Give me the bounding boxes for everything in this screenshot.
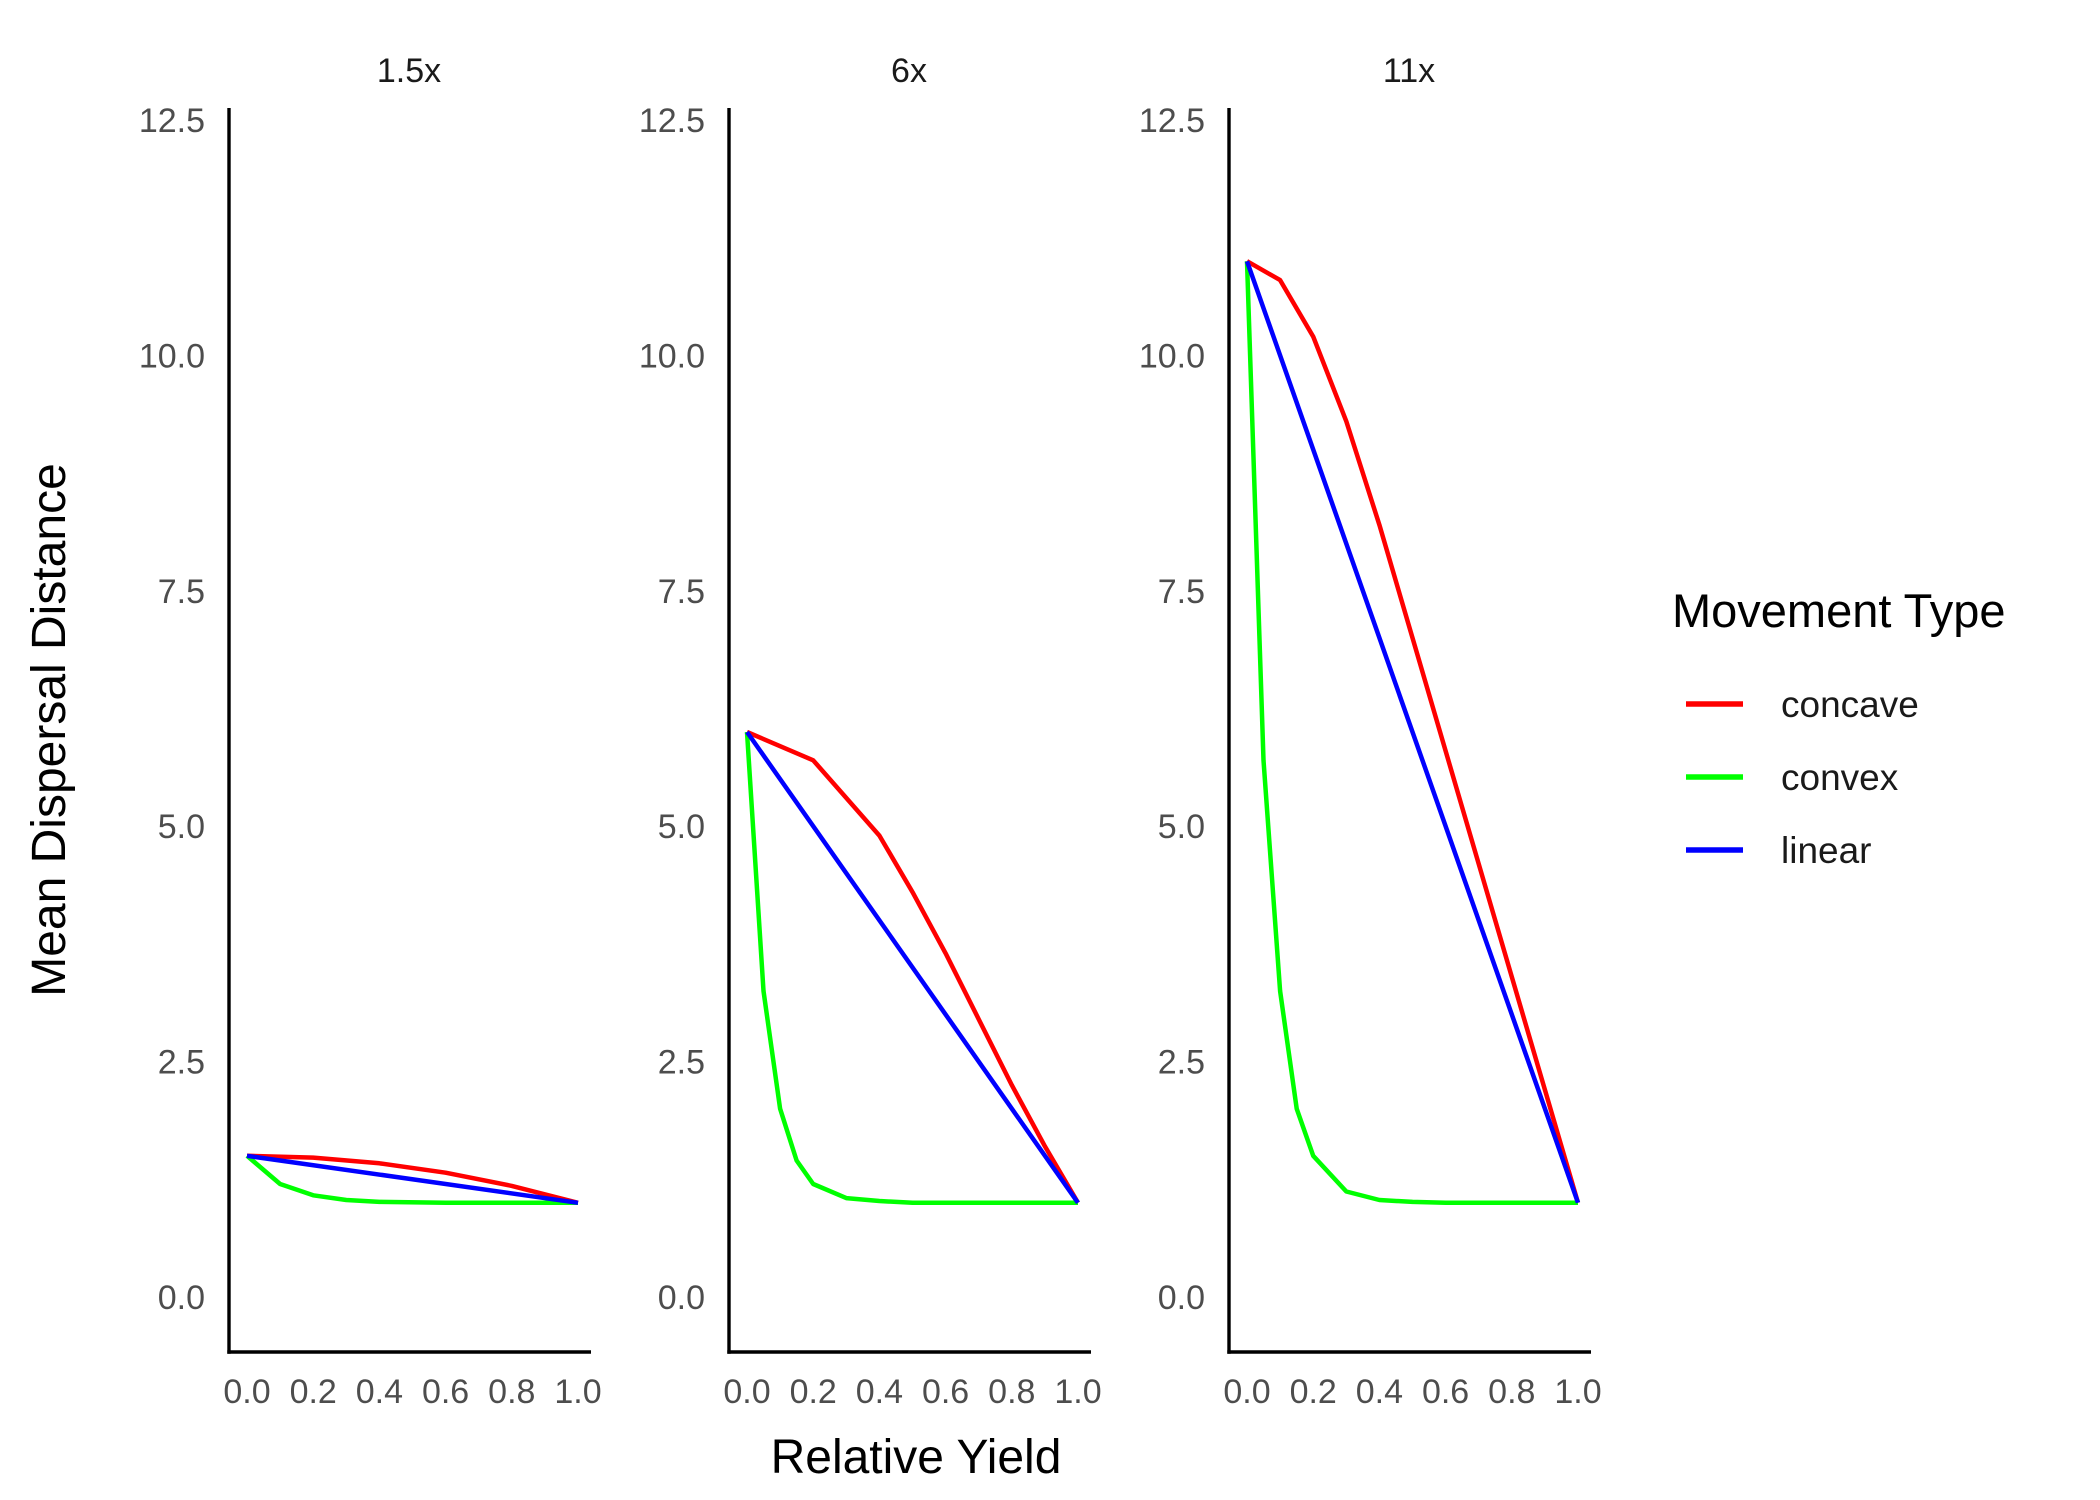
- x-tick-label: 0.6: [422, 1373, 469, 1411]
- x-tick-label: 0.2: [290, 1373, 337, 1411]
- y-tick-label: 0.0: [158, 1279, 205, 1317]
- y-tick-label: 0.0: [658, 1279, 705, 1317]
- series-line-linear: [246, 1153, 579, 1206]
- y-tick-label: 10.0: [639, 337, 705, 375]
- x-tick-label: 1.0: [1554, 1373, 1601, 1411]
- y-tick-label: 7.5: [1158, 573, 1205, 611]
- x-tick-label: 0.4: [1356, 1373, 1403, 1411]
- legend-label: convex: [1781, 757, 1899, 798]
- x-tick-label: 0.2: [790, 1373, 837, 1411]
- x-tick-label: 1.0: [1054, 1373, 1101, 1411]
- facet-title: 11x: [1383, 52, 1435, 90]
- series-line-convex: [1244, 261, 1578, 1206]
- legend-items: concave convex linear: [1686, 684, 1919, 871]
- y-tick-label: 5.0: [1158, 808, 1205, 846]
- facet-title: 6x: [891, 52, 927, 90]
- series-line-concave: [1245, 259, 1581, 1204]
- x-tick-label: 0.2: [1290, 1373, 1337, 1411]
- y-tick-label: 2.5: [1158, 1044, 1205, 1082]
- x-tick-label: 0.0: [723, 1373, 770, 1411]
- y-tick-label: 7.5: [158, 573, 205, 611]
- x-tick-label: 0.6: [1422, 1373, 1469, 1411]
- x-tick-label: 0.4: [856, 1373, 903, 1411]
- series-line-concave: [746, 729, 1080, 1204]
- legend: Movement Type concave convex linear: [1672, 584, 2006, 871]
- facet-panel: 11x 0.0 2.5 5.0 7.5 10.0 12.5 0.0 0.2 0.4 0.6 0.8 1.…: [1139, 52, 1602, 1411]
- legend-item: convex: [1686, 757, 1899, 798]
- y-tick-label: 2.5: [658, 1044, 705, 1082]
- y-tick-label: 12.5: [139, 102, 205, 140]
- series-line-concave: [246, 1153, 579, 1205]
- series-line-linear: [745, 730, 1080, 1205]
- facet-panel: 1.5x 0.0 2.5 5.0 7.5 10.0 12.5 0.0 0.2 0.4 0.6 0.8 1…: [139, 52, 602, 1411]
- x-tick-label: 0.8: [988, 1373, 1035, 1411]
- legend-item: linear: [1686, 830, 1872, 871]
- legend-label: concave: [1781, 684, 1919, 725]
- legend-title: Movement Type: [1672, 584, 2006, 637]
- y-tick-label: 5.0: [158, 808, 205, 846]
- x-tick-label: 1.0: [554, 1373, 601, 1411]
- x-tick-label: 0.6: [922, 1373, 969, 1411]
- x-axis-title: Relative Yield: [771, 1431, 1062, 1484]
- legend-item: concave: [1686, 684, 1919, 725]
- x-tick-label: 0.0: [223, 1373, 270, 1411]
- y-tick-label: 2.5: [158, 1044, 205, 1082]
- facet-title: 1.5x: [377, 52, 441, 90]
- x-tick-label: 0.8: [1488, 1373, 1535, 1411]
- y-tick-label: 0.0: [1158, 1279, 1205, 1317]
- series-line-convex: [245, 1154, 578, 1206]
- x-tick-label: 0.8: [488, 1373, 535, 1411]
- legend-label: linear: [1781, 830, 1872, 871]
- series-line-linear: [1244, 260, 1581, 1204]
- y-axis-title: Mean Dispersal Distance: [23, 463, 76, 997]
- facet-panel: 6x 0.0 2.5 5.0 7.5 10.0 12.5 0.0 0.2 0.4 0.6 0.8 1.0: [639, 52, 1102, 1411]
- x-tick-label: 0.0: [1223, 1373, 1270, 1411]
- y-tick-label: 12.5: [1139, 102, 1205, 140]
- series-line-convex: [744, 731, 1078, 1206]
- y-tick-label: 10.0: [139, 337, 205, 375]
- y-tick-label: 12.5: [639, 102, 705, 140]
- y-tick-label: 7.5: [658, 573, 705, 611]
- facet-panels: 1.5x0.02.55.07.510.012.50.0 0.2 0.4 0.6 0.8 1…: [139, 52, 1602, 1411]
- x-tick-label: 0.4: [356, 1373, 403, 1411]
- y-tick-label: 5.0: [658, 808, 705, 846]
- y-tick-label: 10.0: [1139, 337, 1205, 375]
